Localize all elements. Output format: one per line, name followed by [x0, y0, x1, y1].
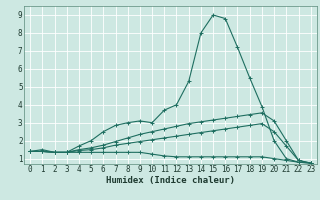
X-axis label: Humidex (Indice chaleur): Humidex (Indice chaleur)	[106, 176, 235, 185]
